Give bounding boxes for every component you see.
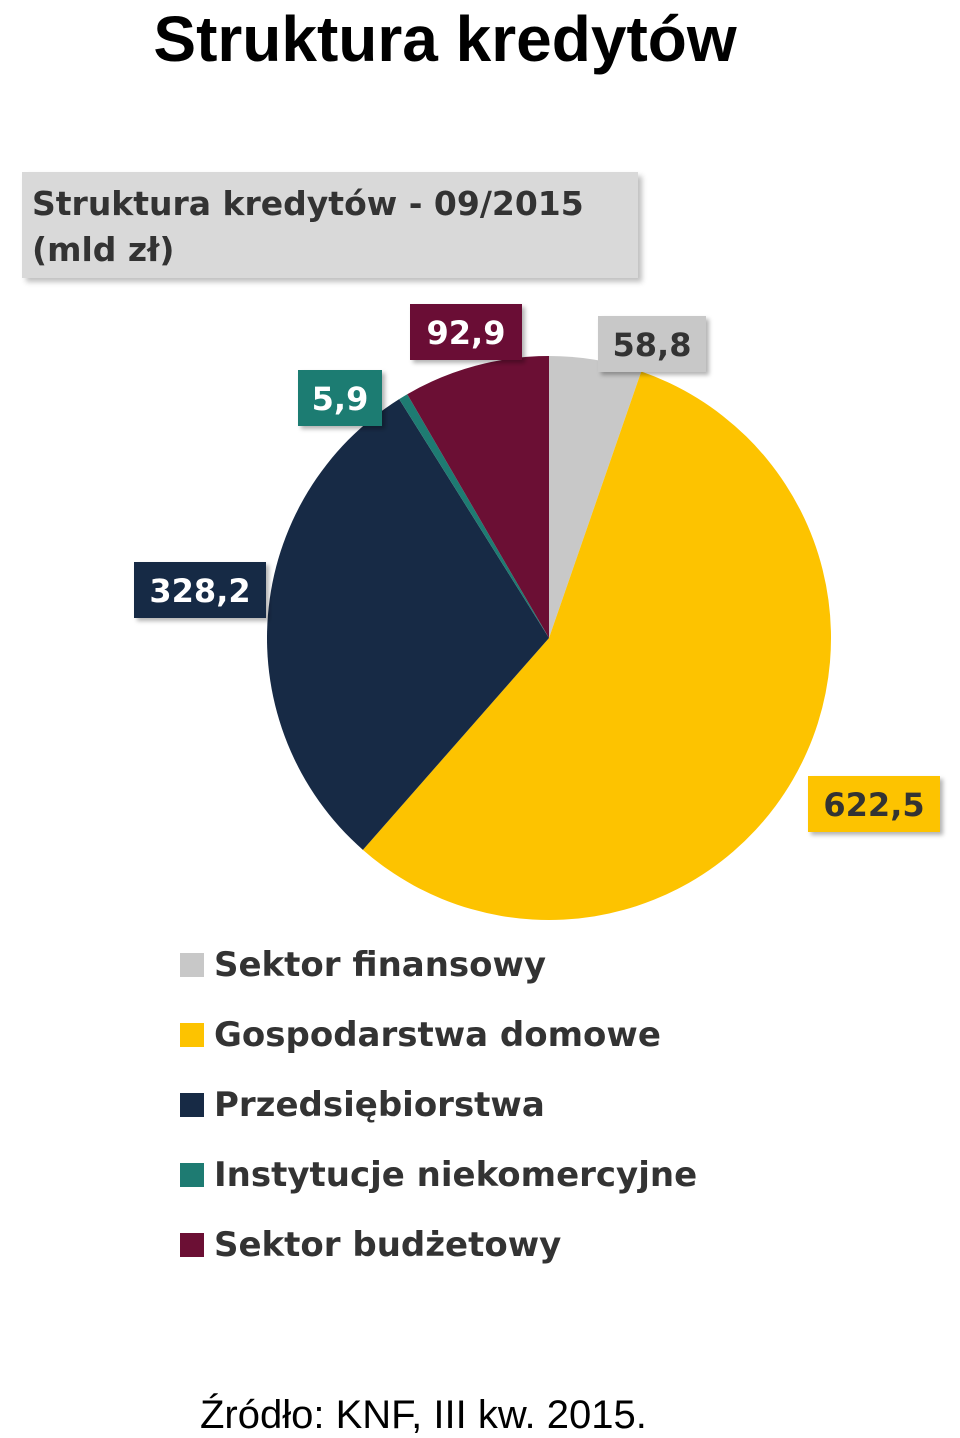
value-label-przedsiebiorstwa: 328,2 [134, 562, 266, 618]
value-label-text: 328,2 [149, 572, 250, 610]
value-label-gospodarstwa-domowe: 622,5 [808, 776, 940, 832]
legend-swatch [180, 1023, 204, 1047]
value-label-text: 5,9 [312, 380, 369, 418]
chart-heading-box: Struktura kredytów - 09/2015 (mld zł) [22, 172, 638, 278]
pie-slice-przedsiebiorstwa [267, 399, 549, 850]
legend-item-sektor-finansowy: Sektor finansowy [180, 930, 800, 1000]
value-label-box [598, 316, 706, 372]
legend-label: Sektor budżetowy [214, 1225, 562, 1265]
legend-label: Sektor finansowy [214, 945, 547, 985]
value-label-box [808, 776, 940, 832]
pie-slice-instytucje-niekomercyjne [399, 394, 549, 638]
legend-item-instytucje-niekomercyjne: Instytucje niekomercyjne [180, 1140, 800, 1210]
value-label-sektor-budzetowy: 92,9 [410, 304, 522, 360]
legend-label: Instytucje niekomercyjne [214, 1155, 698, 1195]
pie-chart: 58,8 622,5 328,2 5,9 92,9 [134, 304, 940, 921]
pie-slice-gospodarstwa-domowe [362, 371, 832, 921]
legend-item-przedsiebiorstwa: Przedsiębiorstwa [180, 1070, 800, 1140]
value-label-text: 92,9 [427, 314, 506, 352]
value-label-box [410, 304, 522, 360]
source-note: Źródło: KNF, III kw. 2015. [200, 1393, 647, 1437]
legend-swatch [180, 1093, 204, 1117]
legend-item-sektor-budzetowy: Sektor budżetowy [180, 1210, 800, 1280]
value-label-box [134, 562, 266, 618]
value-label-sektor-finansowy: 58,8 [598, 316, 706, 372]
pie-slice-sektor-finansowy [549, 356, 642, 638]
value-labels: 58,8 622,5 328,2 5,9 92,9 [134, 304, 940, 832]
legend-swatch [180, 1163, 204, 1187]
legend: Sektor finansowy Gospodarstwa domowe Prz… [180, 930, 800, 1280]
legend-item-gospodarstwa-domowe: Gospodarstwa domowe [180, 1000, 800, 1070]
legend-swatch [180, 953, 204, 977]
pie-slice-sektor-budzetowy [407, 355, 549, 638]
legend-label: Gospodarstwa domowe [214, 1015, 661, 1055]
legend-label: Przedsiębiorstwa [214, 1085, 545, 1125]
value-label-text: 622,5 [823, 786, 924, 824]
value-label-instytucje-niekomercyjne: 5,9 [298, 370, 382, 426]
pie-slices [267, 355, 832, 921]
value-label-box [298, 370, 382, 426]
chart-heading-line-2: (mld zł) [32, 230, 175, 269]
page-title: Struktura kredytów [153, 3, 737, 75]
legend-swatch [180, 1233, 204, 1257]
chart-heading-line-1: Struktura kredytów - 09/2015 [32, 184, 584, 223]
value-label-text: 58,8 [613, 326, 692, 364]
